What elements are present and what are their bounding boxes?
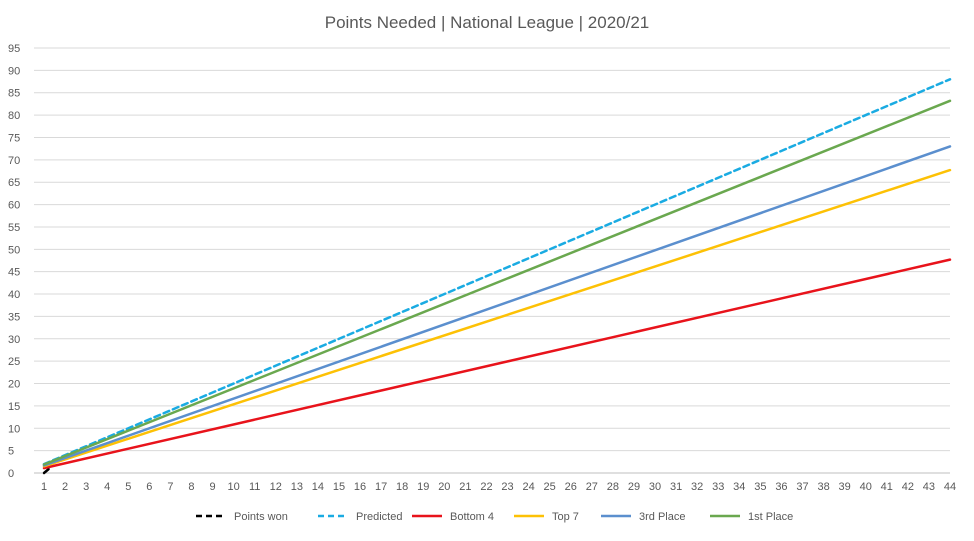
x-tick-label: 21 [459,481,471,493]
x-tick-label: 17 [375,481,387,493]
x-tick-label: 29 [628,481,640,493]
y-tick-label: 0 [8,468,14,480]
x-tick-label: 1 [41,481,47,493]
y-tick-label: 50 [8,244,20,256]
y-tick-label: 65 [8,177,20,189]
x-tick-label: 24 [522,481,534,493]
x-tick-label: 16 [354,481,366,493]
x-tick-label: 2 [62,481,68,493]
x-tick-label: 12 [270,481,282,493]
y-axis-ticks: 0 5 10 15 20 25 30 35 40 45 50 55 60 65 70 75 80 85 90 95 [8,43,20,480]
y-tick-label: 95 [8,43,20,55]
x-tick-label: 30 [649,481,661,493]
x-tick-label: 20 [438,481,450,493]
y-tick-label: 45 [8,267,20,279]
x-tick-label: 43 [923,481,935,493]
x-tick-label: 15 [333,481,345,493]
x-tick-label: 19 [417,481,429,493]
y-tick-label: 10 [8,423,20,435]
y-tick-label: 15 [8,401,20,413]
y-tick-label: 20 [8,379,20,391]
x-tick-label: 31 [670,481,682,493]
x-tick-label: 33 [712,481,724,493]
x-tick-label: 25 [544,481,556,493]
x-tick-label: 5 [125,481,131,493]
x-tick-label: 39 [839,481,851,493]
series-lines [42,78,952,475]
y-tick-label: 75 [8,132,20,144]
series-line-1st-place [42,99,952,466]
x-tick-label: 40 [860,481,872,493]
y-tick-label: 90 [8,65,20,77]
y-tick-label: 55 [8,222,20,234]
chart-title: Points Needed | National League | 2020/2… [325,13,650,32]
x-tick-label: 4 [104,481,110,493]
x-tick-label: 3 [83,481,89,493]
legend-label: Points won [234,511,288,523]
y-tick-label: 25 [8,356,20,368]
x-tick-label: 38 [817,481,829,493]
x-tick-label: 27 [586,481,598,493]
x-tick-label: 28 [607,481,619,493]
x-tick-label: 42 [902,481,914,493]
series-line-top-7 [42,168,952,468]
series-line-points-won [42,467,51,475]
series-line-predicted [42,78,952,466]
legend-label: Predicted [356,511,402,523]
legend-label: 1st Place [748,511,793,523]
x-tick-label: 41 [881,481,893,493]
y-tick-label: 70 [8,155,20,167]
legend: Points won Predicted Bottom 4 Top 7 3rd Plac… [196,511,793,523]
y-tick-label: 35 [8,311,20,323]
x-tick-label: 23 [501,481,513,493]
x-tick-label: 44 [944,481,956,493]
y-tick-label: 80 [8,110,20,122]
x-tick-label: 9 [209,481,215,493]
x-tick-label: 32 [691,481,703,493]
x-tick-label: 6 [146,481,152,493]
y-tick-label: 30 [8,334,20,346]
y-tick-label: 40 [8,289,20,301]
legend-label: Bottom 4 [450,511,494,523]
x-tick-label: 26 [565,481,577,493]
series-line-bottom-4 [42,258,952,470]
x-tick-label: 35 [754,481,766,493]
x-tick-label: 36 [775,481,787,493]
x-tick-label: 14 [312,481,324,493]
x-tick-label: 10 [228,481,240,493]
x-axis-ticks: 1 2 3 4 5 6 7 8 9 10 11 12 13 14 15 16 17 18 19 20 21 22 23 24 2… [41,481,956,493]
gridlines [34,47,950,474]
x-tick-label: 34 [733,481,745,493]
x-tick-label: 11 [249,481,260,493]
x-tick-label: 8 [188,481,194,493]
legend-label: 3rd Place [639,511,685,523]
y-tick-label: 60 [8,200,20,212]
x-tick-label: 18 [396,481,408,493]
y-tick-label: 85 [8,88,20,100]
y-tick-label: 5 [8,446,14,458]
series-line-3rd-place [42,145,952,467]
x-tick-label: 37 [796,481,808,493]
legend-label: Top 7 [552,511,579,523]
x-tick-label: 7 [167,481,173,493]
x-tick-label: 22 [480,481,492,493]
x-tick-label: 13 [291,481,303,493]
